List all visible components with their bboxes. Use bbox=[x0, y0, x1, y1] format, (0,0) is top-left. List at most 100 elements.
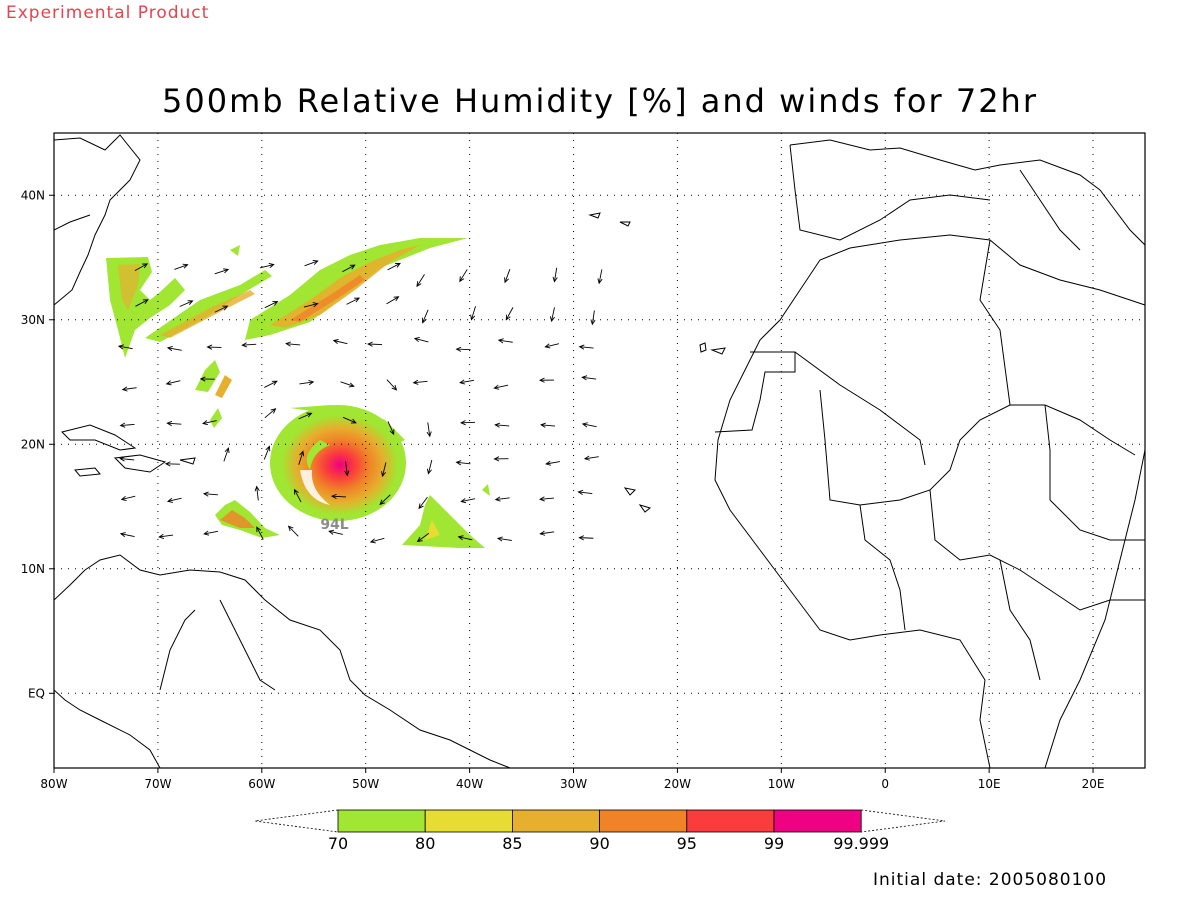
wind-arrow bbox=[120, 533, 135, 537]
wind-arrowhead bbox=[455, 460, 462, 466]
wind-arrowhead bbox=[256, 526, 262, 533]
wind-arrow bbox=[263, 446, 270, 460]
wind-arrowhead bbox=[166, 345, 173, 352]
wind-arrowhead bbox=[583, 455, 590, 461]
wind-arrowhead bbox=[581, 422, 588, 428]
wind-arrowhead bbox=[287, 525, 294, 532]
colorbar-right-extension bbox=[861, 809, 946, 833]
lat-tick-label: EQ bbox=[28, 686, 45, 700]
wind-arrow bbox=[417, 532, 430, 542]
wind-arrow bbox=[260, 264, 274, 269]
wind-arrowhead bbox=[354, 297, 360, 303]
wind-arrowhead bbox=[496, 536, 503, 542]
map-frame bbox=[53, 132, 1146, 769]
wind-arrowhead bbox=[202, 491, 209, 497]
wind-arrow bbox=[386, 379, 397, 391]
wind-arrowhead bbox=[165, 380, 172, 386]
wind-arrow bbox=[427, 422, 431, 437]
colorbar-swatch bbox=[686, 809, 775, 833]
wind-arrow bbox=[286, 343, 301, 346]
lon-tick-label: 80W bbox=[40, 777, 67, 791]
wind-arrow bbox=[167, 422, 182, 425]
wind-arrow bbox=[333, 340, 348, 345]
wind-arrow bbox=[135, 299, 149, 307]
wind-arrow bbox=[264, 301, 278, 309]
wind-arrow bbox=[540, 531, 555, 535]
wind-arrow bbox=[413, 380, 428, 384]
wind-arrowhead bbox=[206, 344, 213, 350]
wind-arrow bbox=[416, 274, 425, 287]
longitude-axis: 80W 70W 60W 50W 40W 30W 20W 10W 0 10E 20E bbox=[40, 768, 1104, 791]
wind-arrow bbox=[505, 307, 514, 320]
wind-arrow bbox=[167, 497, 182, 502]
wind-arrow bbox=[459, 269, 468, 282]
wind-arrow bbox=[214, 269, 229, 275]
wind-arrowhead bbox=[285, 341, 292, 347]
wind-arrowhead bbox=[119, 422, 126, 428]
wind-arrowhead bbox=[493, 384, 500, 390]
wind-arrowhead bbox=[470, 314, 476, 321]
wind-arrowhead bbox=[494, 496, 501, 502]
colorbar-left-extension bbox=[254, 809, 339, 833]
wind-arrow bbox=[382, 462, 387, 477]
wind-arrow bbox=[551, 307, 555, 322]
wind-arrowhead bbox=[504, 277, 509, 284]
wind-arrow bbox=[456, 461, 471, 465]
latitude-axis: 40N 30N 20N 10N EQ bbox=[21, 188, 54, 700]
lat-tick-label: 10N bbox=[21, 562, 45, 576]
wind-arrowhead bbox=[540, 422, 546, 428]
lon-tick-label: 60W bbox=[248, 777, 275, 791]
lon-tick-label: 20W bbox=[664, 777, 691, 791]
wind-arrow bbox=[546, 461, 560, 465]
wind-arrow bbox=[299, 381, 314, 385]
wind-arrow bbox=[303, 303, 318, 308]
wind-arrow bbox=[461, 498, 476, 503]
wind-arrowhead bbox=[416, 281, 422, 288]
wind-arrow bbox=[579, 537, 594, 539]
wind-arrow bbox=[471, 306, 476, 320]
wind-arrow bbox=[256, 526, 264, 540]
wind-arrowhead bbox=[199, 376, 206, 382]
lon-tick-label: 40W bbox=[456, 777, 483, 791]
wind-arrowhead bbox=[539, 496, 545, 502]
wind-arrow bbox=[582, 376, 597, 380]
wind-arrow bbox=[418, 496, 428, 509]
colorbar-label: 80 bbox=[415, 834, 435, 853]
wind-arrow bbox=[264, 408, 276, 419]
wind-arrow bbox=[495, 497, 510, 501]
wind-arrow bbox=[298, 412, 312, 420]
wind-arrow bbox=[134, 263, 148, 272]
wind-arrow bbox=[540, 497, 555, 500]
wind-arrowhead bbox=[379, 499, 385, 506]
wind-arrowhead bbox=[164, 461, 171, 467]
colorbar-swatch bbox=[424, 809, 513, 833]
wind-arrowhead bbox=[426, 431, 432, 438]
wind-arrow bbox=[166, 380, 181, 385]
chart-title: 500mb Relative Humidity [%] and winds fo… bbox=[162, 82, 1038, 120]
wind-arrowhead bbox=[497, 338, 504, 344]
wind-arrowhead bbox=[119, 532, 126, 538]
wind-arrowhead bbox=[597, 278, 603, 285]
wind-arrow bbox=[340, 381, 354, 387]
wind-arrowhead bbox=[223, 268, 230, 274]
initial-date: Initial date: 2005080100 bbox=[873, 870, 1108, 890]
wind-arrowhead bbox=[577, 489, 584, 495]
wind-arrowhead bbox=[460, 420, 466, 426]
wind-arrow bbox=[578, 491, 593, 495]
wind-arrowhead bbox=[312, 260, 319, 265]
wind-arrowhead bbox=[369, 538, 376, 544]
wind-arrowhead bbox=[581, 375, 588, 381]
wind-arrow bbox=[120, 423, 135, 426]
colorbar-label: 85 bbox=[502, 834, 522, 853]
wind-arrowhead bbox=[412, 379, 419, 385]
wind-arrowhead bbox=[312, 302, 319, 308]
wind-arrowhead bbox=[222, 305, 229, 311]
lon-tick-label: 70W bbox=[144, 777, 171, 791]
wind-arrowhead bbox=[413, 337, 420, 343]
wind-arrowhead bbox=[142, 263, 149, 269]
colorbar-label: 70 bbox=[328, 834, 348, 853]
wind-arrowhead bbox=[120, 495, 127, 501]
wind-arrow bbox=[329, 530, 343, 535]
wind-arrowhead bbox=[455, 346, 462, 352]
wind-arrowhead bbox=[393, 296, 400, 302]
